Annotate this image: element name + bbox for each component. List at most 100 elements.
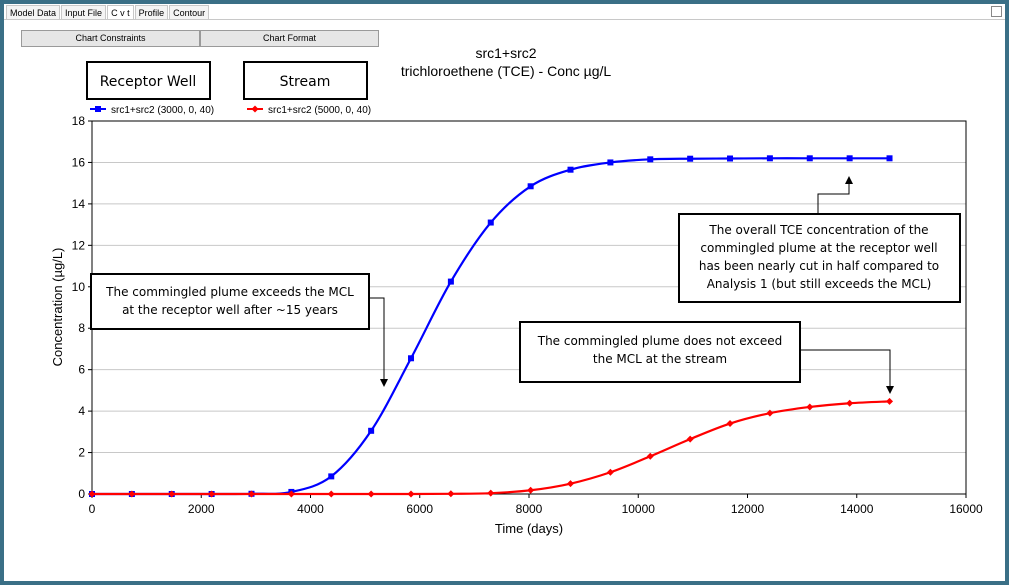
data-point xyxy=(766,409,774,417)
data-point xyxy=(727,155,734,162)
x-tick-label: 0 xyxy=(89,502,96,516)
y-tick-label: 18 xyxy=(72,114,86,128)
cut-half-callout-line-2: commingled plume at the receptor well xyxy=(700,241,937,255)
exceeds-callout-line-2: at the receptor well after ~15 years xyxy=(122,303,338,317)
y-tick-label: 4 xyxy=(78,404,85,418)
data-point xyxy=(128,490,136,498)
stream-label: Stream xyxy=(280,74,331,90)
data-point xyxy=(408,355,415,362)
data-point xyxy=(806,155,813,162)
data-point xyxy=(248,490,255,497)
data-point xyxy=(328,473,335,480)
data-point xyxy=(407,490,415,498)
series-line xyxy=(92,157,890,496)
not-exceed-arrow xyxy=(800,349,894,394)
data-point xyxy=(88,490,96,498)
series-stream xyxy=(88,397,894,498)
data-point xyxy=(368,427,375,434)
data-point xyxy=(89,491,95,497)
cut-half-arrow xyxy=(817,176,853,214)
data-point xyxy=(527,183,534,190)
legend-label: src1+src2 (5000, 0, 40) xyxy=(268,105,371,116)
data-point xyxy=(846,399,854,407)
legend-label: src1+src2 (3000, 0, 40) xyxy=(111,105,214,116)
data-point xyxy=(886,155,893,162)
data-point xyxy=(687,155,694,162)
receptor-well-box xyxy=(86,61,211,100)
chart-subtitle: trichloroethene (TCE) - Conc µg/L xyxy=(401,63,612,79)
data-point xyxy=(168,491,175,497)
exceeds-callout-box xyxy=(90,273,370,330)
x-tick-label: 12000 xyxy=(731,502,765,516)
stream-box xyxy=(243,61,368,100)
exceeds-arrow xyxy=(364,297,388,387)
y-tick-label: 16 xyxy=(72,155,86,169)
x-tick-label: 2000 xyxy=(188,502,215,516)
data-point xyxy=(367,490,375,498)
data-point xyxy=(567,480,575,488)
data-point xyxy=(886,397,894,405)
y-tick-label: 8 xyxy=(78,321,85,335)
cut-half-callout-box xyxy=(678,213,961,303)
y-tick-label: 2 xyxy=(78,446,85,460)
legend-marker xyxy=(95,106,101,112)
x-axis-label: Time (days) xyxy=(495,521,563,536)
tab-c-v-t[interactable]: C v t xyxy=(107,5,134,19)
y-tick-label: 14 xyxy=(72,197,86,211)
data-point xyxy=(686,435,694,443)
exceeds-callout-line-1: The commingled plume exceeds the MCL xyxy=(105,285,354,299)
x-tick-label: 4000 xyxy=(297,502,324,516)
series-receptor-well xyxy=(89,155,893,497)
y-axis-label: Concentration (µg/L) xyxy=(50,248,65,367)
cut-half-callout-line-4: Analysis 1 (but still exceeds the MCL) xyxy=(707,277,932,291)
y-tick-label: 12 xyxy=(72,238,86,252)
y-tick-label: 0 xyxy=(78,487,85,501)
data-point xyxy=(846,155,853,162)
legend-marker xyxy=(251,105,259,113)
tab-model-data[interactable]: Model Data xyxy=(6,5,61,19)
data-point xyxy=(288,488,295,495)
data-point xyxy=(606,468,614,476)
tab-divider xyxy=(4,19,1005,20)
data-point xyxy=(487,489,495,497)
tab-input-file[interactable]: Input File xyxy=(61,5,107,19)
data-point xyxy=(567,166,574,173)
data-point xyxy=(168,490,176,498)
data-point xyxy=(287,490,295,498)
x-tick-label: 10000 xyxy=(622,502,656,516)
tab-profile[interactable]: Profile xyxy=(134,5,169,19)
x-tick-label: 6000 xyxy=(406,502,433,516)
maximize-icon[interactable] xyxy=(991,6,1002,17)
x-tick-label: 16000 xyxy=(949,502,983,516)
y-tick-label: 10 xyxy=(72,280,86,294)
not-exceed-callout-box xyxy=(519,321,801,383)
data-point xyxy=(607,159,614,166)
x-tick-label: 14000 xyxy=(840,502,874,516)
data-point xyxy=(128,491,135,497)
cut-half-callout-line-3: has been nearly cut in half compared to xyxy=(699,259,939,273)
chart-title: src1+src2 xyxy=(475,45,536,61)
concentration-chart: src1+src2 trichloroethene (TCE) - Conc µ… xyxy=(50,45,983,536)
data-point xyxy=(806,403,814,411)
not-exceed-callout-line-1: The commingled plume does not exceed xyxy=(537,334,783,348)
legend-item: src1+src2 (3000, 0, 40) xyxy=(90,105,214,116)
data-point xyxy=(766,155,773,162)
tab-bar: Model Data Input File C v t Profile Contour xyxy=(6,5,210,19)
tab-contour[interactable]: Contour xyxy=(169,5,210,19)
cut-half-callout-line-1: The overall TCE concentration of the xyxy=(708,223,928,237)
chart-format-button[interactable]: Chart Format xyxy=(200,30,379,47)
data-point xyxy=(447,490,455,498)
data-point xyxy=(726,420,734,428)
data-point xyxy=(646,452,654,460)
data-point xyxy=(527,486,535,494)
data-point xyxy=(208,491,215,497)
data-point xyxy=(327,490,335,498)
series-line xyxy=(92,400,890,496)
data-point xyxy=(208,490,216,498)
y-tick-label: 6 xyxy=(78,363,85,377)
not-exceed-callout-line-2: the MCL at the stream xyxy=(593,352,727,366)
chart-constraints-button[interactable]: Chart Constraints xyxy=(21,30,200,47)
chart-toolbar: Chart Constraints Chart Format xyxy=(21,30,379,47)
plot-area xyxy=(91,120,967,495)
